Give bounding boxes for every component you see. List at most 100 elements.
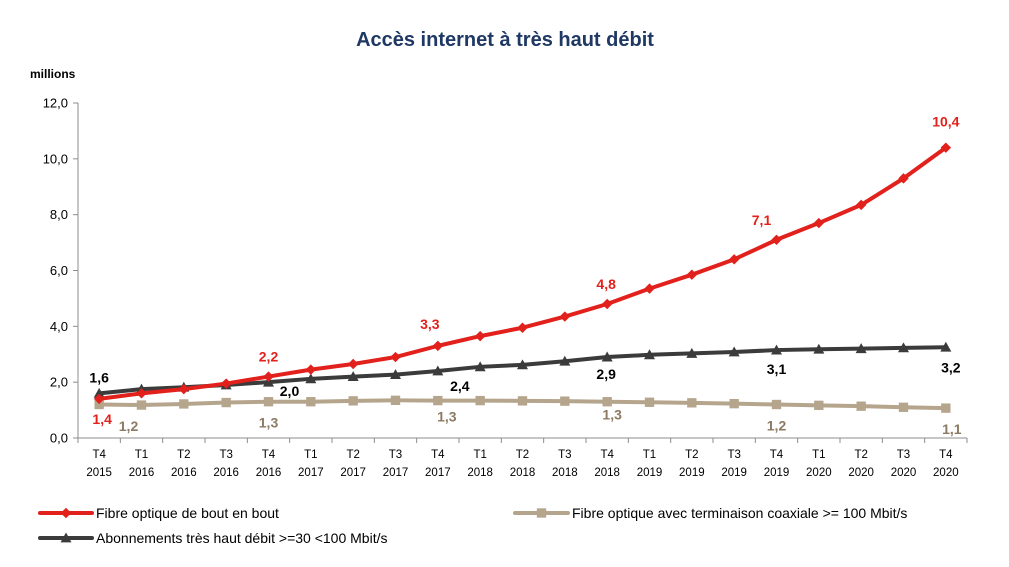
data-point — [93, 387, 105, 398]
legend-marker — [60, 532, 72, 543]
data-label: 2,4 — [450, 378, 470, 394]
x-tick-label-year: 2018 — [552, 467, 578, 479]
data-label: 3,3 — [420, 316, 440, 332]
y-tick-label: 2,0 — [50, 375, 68, 390]
data-point — [941, 403, 951, 413]
legend-label: Fibre optique de bout en bout — [96, 505, 279, 521]
data-label: 7,1 — [752, 212, 772, 228]
x-tick-label-year: 2020 — [848, 467, 874, 479]
x-tick-label-quarter: T3 — [389, 449, 402, 461]
x-tick-label-year: 2017 — [298, 467, 324, 479]
data-point — [602, 397, 612, 407]
data-point — [136, 388, 147, 399]
data-point — [347, 371, 359, 381]
data-label: 2,9 — [596, 366, 616, 382]
x-tick-label-quarter: T4 — [939, 449, 953, 461]
data-label: 3,1 — [767, 361, 787, 377]
data-point — [728, 346, 740, 357]
data-point — [432, 340, 444, 352]
chart-title: Accès internet à très haut débit — [356, 29, 654, 51]
data-point — [601, 351, 613, 362]
x-tick-label-quarter: T4 — [262, 449, 276, 461]
data-label: 3,2 — [941, 359, 961, 375]
data-point — [263, 371, 274, 382]
x-tick-label-year: 2016 — [171, 467, 197, 479]
x-tick-label-year: 2017 — [340, 467, 366, 479]
y-axis-unit: millions — [30, 67, 76, 81]
data-point — [432, 365, 444, 376]
data-point — [390, 351, 401, 363]
legend-item-2: Abonnements très haut débit >=30 <100 Mb… — [38, 530, 387, 546]
y-tick-label: 8,0 — [50, 207, 68, 222]
data-point — [305, 364, 317, 375]
data-point — [771, 234, 782, 246]
data-label: 2,0 — [280, 383, 300, 399]
data-point — [729, 398, 739, 409]
data-point — [940, 341, 952, 352]
data-point — [474, 330, 486, 342]
y-tick-label: 12,0 — [43, 96, 68, 111]
x-tick-label-year: 2016 — [129, 467, 155, 479]
data-point — [93, 393, 105, 405]
data-point — [475, 395, 485, 406]
data-point — [390, 395, 401, 405]
legend-label: Abonnements très haut débit >=30 <100 Mb… — [96, 530, 387, 546]
data-point — [179, 399, 189, 409]
data-point — [898, 342, 909, 353]
x-tick-label-quarter: T4 — [770, 449, 784, 461]
data-point — [686, 269, 698, 280]
y-tick-label: 10,0 — [43, 151, 68, 166]
data-label: 1,2 — [767, 418, 787, 434]
x-tick-label-quarter: T1 — [473, 449, 486, 461]
x-tick-label-year: 2020 — [891, 467, 917, 479]
x-tick-label-quarter: T1 — [812, 449, 825, 461]
data-label: 1,2 — [119, 418, 139, 434]
x-tick-label-year: 2018 — [594, 467, 620, 479]
data-label: 10,4 — [932, 114, 959, 130]
x-tick-label-quarter: T2 — [177, 449, 190, 461]
x-tick-label-quarter: T3 — [558, 449, 571, 461]
legend-marker — [536, 508, 547, 518]
data-point — [601, 298, 613, 310]
data-point — [136, 400, 147, 410]
data-point — [221, 397, 231, 408]
x-tick-label-year: 2017 — [425, 467, 451, 479]
x-tick-label-year: 2019 — [764, 467, 790, 479]
data-point — [559, 311, 571, 322]
x-tick-label-year: 2019 — [637, 467, 663, 479]
data-point — [856, 401, 866, 411]
data-label: 2,2 — [259, 349, 279, 365]
data-point — [898, 173, 909, 184]
legend-marker — [60, 507, 72, 519]
data-label: 1,6 — [89, 369, 109, 385]
data-point — [560, 396, 570, 406]
data-point — [263, 397, 274, 407]
data-point — [433, 395, 443, 406]
x-tick-label-quarter: T4 — [92, 449, 106, 461]
x-tick-label-year: 2020 — [806, 467, 832, 479]
data-point — [178, 383, 190, 395]
data-point — [517, 322, 528, 333]
data-point — [517, 359, 528, 370]
legend-item-1: Fibre optique avec terminaison coaxiale … — [513, 505, 907, 521]
data-point — [644, 349, 655, 360]
x-tick-label-quarter: T1 — [643, 449, 656, 461]
data-point — [855, 343, 867, 354]
data-point — [559, 355, 571, 366]
data-label: 1,3 — [259, 415, 279, 431]
x-tick-label-quarter: T3 — [727, 449, 740, 461]
y-tick-label: 0,0 — [50, 431, 68, 446]
series-2 — [93, 341, 952, 398]
data-point — [347, 358, 359, 370]
data-point — [220, 378, 232, 389]
x-tick-label-year: 2016 — [256, 467, 282, 479]
x-tick-label-quarter: T3 — [219, 449, 232, 461]
x-tick-label-quarter: T2 — [685, 449, 698, 461]
data-point — [644, 397, 655, 407]
data-point — [686, 347, 698, 358]
data-point — [687, 398, 697, 408]
axes: 0,0 2,0 4,0 6,0 8,0 10,0 12,0 T4 2015 T1 2016 T2 201… — [43, 96, 968, 479]
x-tick-label-quarter: T2 — [346, 449, 359, 461]
legend-item-0: Fibre optique de bout en bout — [38, 505, 279, 521]
